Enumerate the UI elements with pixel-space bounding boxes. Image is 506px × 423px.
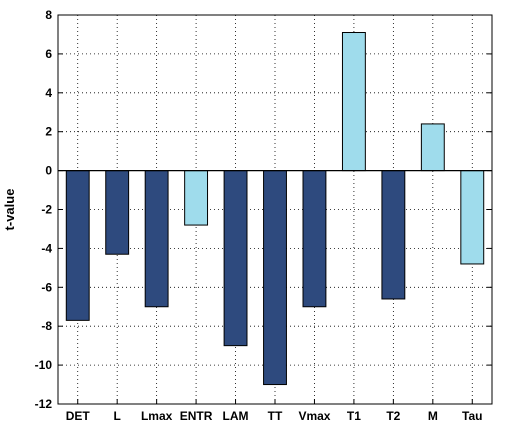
x-tick-label: Vmax (298, 409, 330, 423)
bar-entr (184, 170, 209, 226)
y-axis: -12 -10 -8 -6 -4 -2 0 2 4 6 8 (35, 8, 492, 411)
y-axis-label: t-value (2, 189, 17, 231)
y-tick-label: 8 (45, 8, 52, 22)
y-tick-label: -10 (35, 358, 53, 372)
bars (65, 32, 485, 386)
bar-vmax (302, 170, 327, 308)
bar-det (65, 170, 90, 321)
bar-l (105, 170, 130, 255)
bar-lmax (144, 170, 169, 308)
y-tick-label: 2 (45, 125, 52, 139)
y-tick-label: -4 (41, 241, 52, 255)
bar-lam (223, 170, 248, 347)
x-tick-label: T2 (386, 409, 400, 423)
y-tick-label: 0 (45, 164, 52, 178)
y-tick-label: -12 (35, 397, 53, 411)
y-tick-label: 6 (45, 47, 52, 61)
bar-t1 (341, 32, 366, 172)
bar-m (420, 123, 445, 172)
x-tick-label: M (428, 409, 438, 423)
bar-t2 (381, 170, 406, 300)
x-tick-label: L (114, 409, 121, 423)
x-tick-label: Lmax (141, 409, 173, 423)
x-tick-label: LAM (223, 409, 249, 423)
y-tick-label: 4 (45, 86, 52, 100)
x-tick-label: DET (66, 409, 91, 423)
x-tick-label: ENTR (180, 409, 213, 423)
bar-tau (460, 170, 485, 265)
x-tick-label: TT (268, 409, 283, 423)
y-tick-label: -6 (41, 280, 52, 294)
y-tick-label: -8 (41, 319, 52, 333)
y-tick-label: -2 (41, 203, 52, 217)
x-axis: DET L Lmax ENTR LAM TT Vmax T1 T2 M Tau (66, 399, 482, 423)
bar-tt (263, 170, 287, 386)
x-tick-label: Tau (462, 409, 482, 423)
x-tick-label: T1 (347, 409, 361, 423)
